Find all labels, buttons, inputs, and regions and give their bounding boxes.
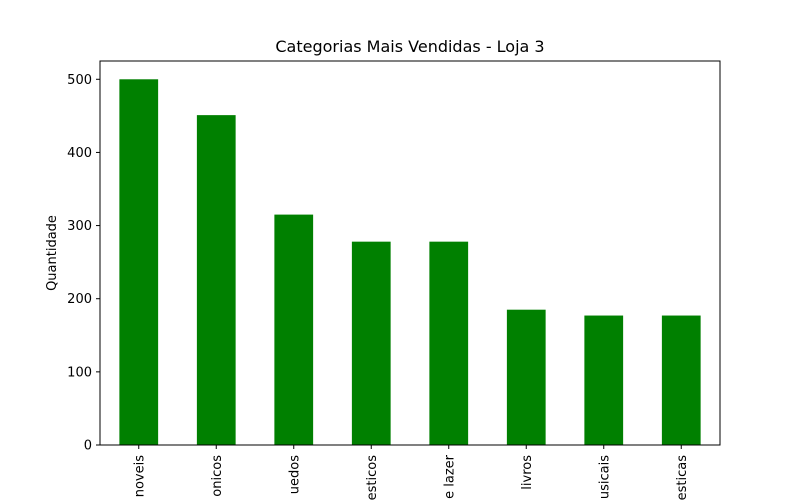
y-tick-label: 200	[67, 292, 92, 307]
x-tick-label: esticos	[365, 455, 380, 500]
bars-group	[119, 79, 701, 445]
bar-eletrodomesticos	[351, 241, 391, 445]
plot-frame	[99, 60, 721, 446]
x-tick-label: noveis	[132, 455, 147, 497]
chart-title: Categorias Mais Vendidas - Loja 3	[275, 37, 544, 56]
bar-moveis	[119, 79, 159, 445]
x-axis-ticks: noveis onicos uedos esticos e lazer livros usi…	[132, 445, 690, 500]
y-tick-label: 100	[67, 365, 92, 380]
bar-brinquedos	[274, 214, 314, 445]
y-tick-label: 400	[67, 146, 92, 161]
y-tick-label: 500	[67, 73, 92, 88]
x-tick-label: onicos	[210, 455, 225, 497]
bar-instrumentos-musicais	[584, 315, 624, 445]
bar-utilidades-domesticas	[661, 315, 701, 445]
y-axis-ticks: 0 100 200 300 400 500	[67, 73, 100, 454]
x-tick-label: e lazer	[442, 454, 457, 499]
y-tick-label: 300	[67, 219, 92, 234]
x-tick-label: esticas	[675, 455, 690, 500]
x-tick-label: uedos	[287, 455, 302, 494]
y-axis-label: Quantidade	[45, 215, 60, 291]
bar-livros	[506, 309, 546, 445]
bar-esporte-e-lazer	[429, 241, 469, 445]
bar-eletronicos	[196, 115, 236, 445]
x-tick-label: usicais	[597, 455, 612, 499]
x-tick-label: livros	[520, 455, 535, 490]
y-tick-label: 0	[84, 439, 92, 454]
